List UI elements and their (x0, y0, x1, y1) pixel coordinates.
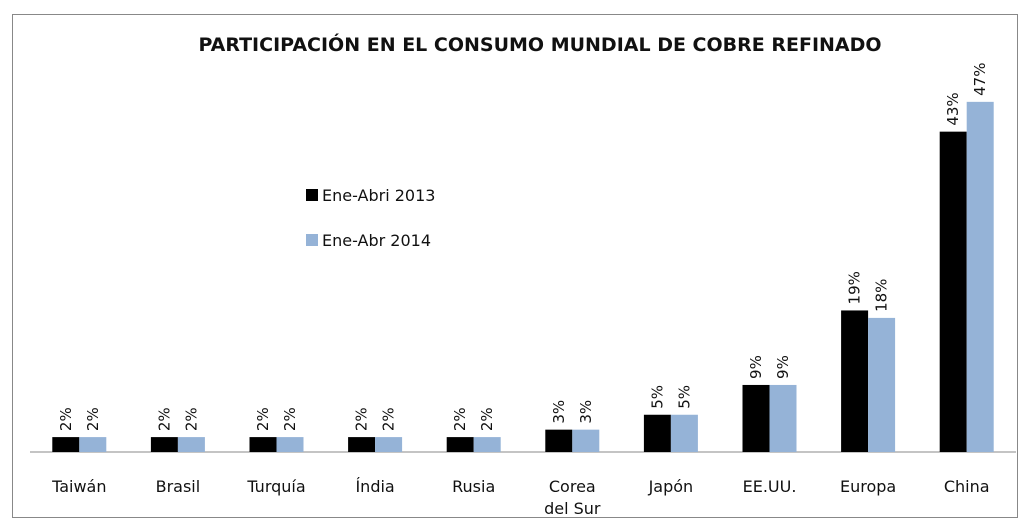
data-label: 2% (155, 407, 173, 431)
legend-label: Ene-Abr 2014 (322, 231, 431, 250)
legend-swatch (306, 234, 318, 246)
x-tick-label: EE.UU. (742, 477, 797, 496)
bar (742, 384, 770, 452)
data-label: 2% (84, 407, 102, 431)
bar (841, 310, 869, 452)
data-label: 2% (380, 407, 398, 431)
data-label: 2% (182, 407, 200, 431)
bar (79, 437, 107, 452)
bar (769, 384, 797, 452)
data-label: 2% (478, 407, 496, 431)
bar (348, 437, 376, 452)
data-label: 3% (577, 400, 595, 424)
x-tick-label: Rusia (452, 477, 496, 496)
data-label: 2% (353, 407, 371, 431)
data-label: 9% (774, 355, 792, 379)
data-label: 43% (944, 92, 962, 125)
x-tick-label: Corea del Sur (544, 477, 601, 518)
bar (249, 437, 277, 452)
x-tick-label: Europa (839, 477, 897, 496)
bar (276, 437, 304, 452)
data-label: 2% (451, 407, 469, 431)
x-tick-label: Brasil (155, 477, 201, 496)
x-tick-label: Taiwán (52, 477, 107, 496)
data-label: 2% (281, 407, 299, 431)
x-tick-label: Japón (648, 477, 694, 496)
data-label: 47% (971, 63, 989, 96)
legend-label: Ene-Abri 2013 (322, 186, 435, 205)
chart-frame (12, 14, 1018, 518)
bar (572, 429, 600, 452)
legend-swatch (306, 189, 318, 201)
data-label: 5% (648, 385, 666, 409)
bar (473, 437, 501, 452)
bar (375, 437, 403, 452)
x-tick-label: Turquía (247, 477, 306, 496)
bar (670, 414, 698, 452)
data-label: 9% (747, 355, 765, 379)
bar (177, 437, 205, 452)
bar (966, 101, 994, 452)
bar (446, 437, 474, 452)
data-label: 18% (873, 279, 891, 312)
bar (868, 317, 896, 452)
x-tick-label: China (943, 477, 990, 496)
bar (52, 437, 80, 452)
data-label: 3% (550, 400, 568, 424)
data-label: 19% (846, 271, 864, 304)
bar (643, 414, 671, 452)
bar (939, 131, 967, 452)
data-label: 2% (57, 407, 75, 431)
bar (545, 429, 573, 452)
bar (150, 437, 178, 452)
chart-title: PARTICIPACIÓN EN EL CONSUMO MUNDIAL DE C… (198, 34, 882, 56)
data-label: 5% (675, 385, 693, 409)
x-tick-label: Índia (355, 477, 395, 496)
data-label: 2% (254, 407, 272, 431)
